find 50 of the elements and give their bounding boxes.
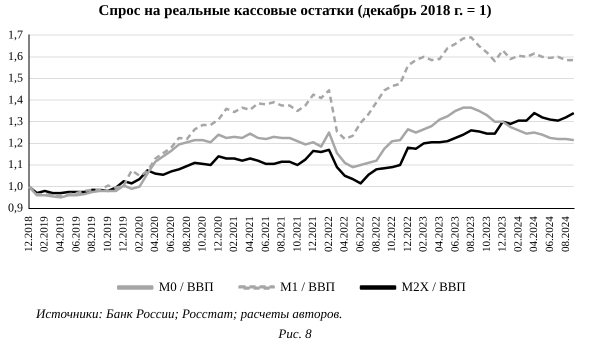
y-tick-label: 1,4	[8, 92, 23, 106]
x-tick-label: 02.2019	[38, 216, 51, 252]
x-tick-label: 04.2021	[244, 216, 256, 252]
y-tick-label: 1,7	[8, 27, 23, 42]
y-tick-label: 1,3	[8, 114, 23, 128]
x-tick-label: 02.2024	[512, 216, 524, 252]
x-tick-label: 04.2023	[433, 216, 446, 252]
x-tick-label: 12.2020	[212, 216, 224, 252]
x-tick-label: 12.2022	[402, 216, 414, 252]
x-tick-label: 10.2021	[291, 216, 304, 252]
x-tick-label: 12.2023	[496, 216, 509, 252]
x-tick-label: 12.2018	[22, 216, 35, 252]
x-tick-label: 04.2024	[528, 216, 540, 252]
x-tick-label: 10.2023	[480, 216, 493, 252]
x-tick-label: 08.2021	[276, 216, 288, 252]
x-tick-label: 04.2019	[54, 216, 66, 252]
y-tick-label: 1,5	[8, 70, 23, 85]
text: Рис. 8	[277, 325, 313, 343]
y-tick-label: 1,2	[8, 136, 23, 150]
x-tick-label: 02.2022	[322, 216, 335, 252]
x-tick-label: 12.2019	[118, 216, 130, 252]
legend-label: М0 / ВВП	[158, 278, 214, 294]
y-tick-label: 0,9	[8, 200, 23, 214]
y-tick-label: 1,1	[8, 157, 23, 172]
x-tick-label: 06.2021	[260, 216, 272, 252]
text: Источники: Банк России; Росстат; расчеты авторов.	[34, 305, 344, 323]
x-tick-label: 08.2019	[86, 216, 98, 252]
x-tick-label: 10.2020	[196, 216, 209, 252]
x-tick-label: 10.2019	[102, 216, 114, 252]
x-tick-label: 08.2023	[465, 216, 478, 252]
legend-label: М2Х / ВВП	[402, 278, 466, 294]
x-tick-label: 06.2022	[354, 216, 367, 252]
x-tick-label: 04.2020	[149, 216, 162, 252]
y-tick-label: 1,6	[8, 48, 23, 63]
legend-label: М1 / ВВП	[280, 278, 336, 294]
x-tick-label: 06.2024	[544, 216, 556, 252]
x-tick-label: 08.2024	[560, 216, 572, 252]
chart-title: Спрос на реальные кассовые остатки (декабрь 2018 г. = 1)	[97, 2, 492, 21]
x-tick-label: 02.2021	[228, 216, 240, 252]
x-tick-label: 08.2020	[180, 216, 193, 252]
x-tick-label: 06.2019	[70, 216, 82, 252]
x-tick-label: 06.2020	[165, 216, 178, 252]
x-tick-label: 02.2020	[133, 216, 146, 252]
x-tick-label: 12.2021	[307, 216, 320, 252]
x-tick-label: 04.2022	[338, 216, 351, 252]
x-tick-label: 08.2022	[370, 216, 382, 252]
y-tick-label: 1,0	[8, 178, 23, 193]
x-tick-label: 02.2023	[418, 216, 430, 252]
x-tick-label: 06.2023	[449, 216, 462, 252]
x-tick-label: 10.2022	[386, 216, 398, 252]
